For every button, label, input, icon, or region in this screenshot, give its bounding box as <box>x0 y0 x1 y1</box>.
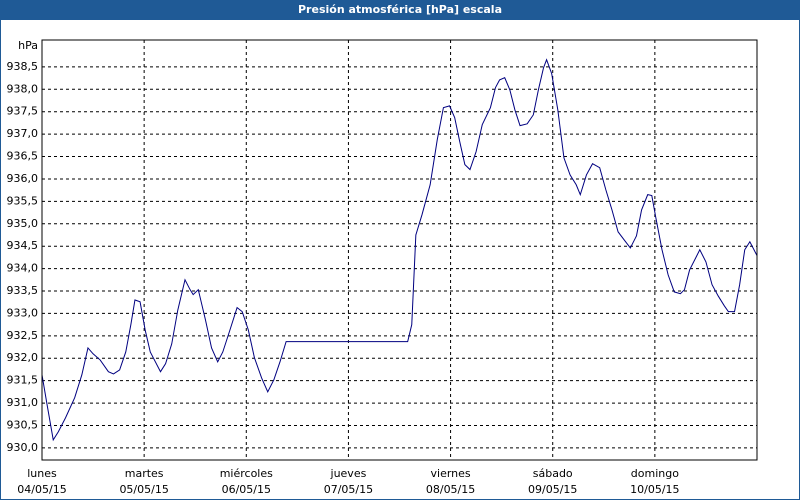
x-tick-date: 08/05/15 <box>426 483 475 496</box>
x-tick-label: sábado <box>533 467 573 480</box>
plot-frame <box>41 39 758 461</box>
x-tick-label: domingo <box>631 467 679 480</box>
x-tick-date: 04/05/15 <box>17 483 66 496</box>
title-bar <box>0 0 800 20</box>
x-tick-label: viernes <box>431 467 471 480</box>
y-tick-label: 930,5 <box>7 418 39 431</box>
y-tick-label: 934,0 <box>7 262 39 275</box>
y-tick-label: 931,5 <box>7 374 39 387</box>
y-tick-label: 937,5 <box>7 105 39 118</box>
y-tick-label: 935,0 <box>7 217 39 230</box>
x-tick-label: jueves <box>330 467 367 480</box>
y-tick-label: 933,0 <box>7 306 39 319</box>
y-tick-label: 937,0 <box>7 127 39 140</box>
y-tick-label: 932,0 <box>7 351 39 364</box>
line <box>41 58 758 442</box>
y-tick-label: 938,0 <box>7 82 39 95</box>
chart-title: Presión atmosférica [hPa] escala <box>298 3 502 16</box>
x-tick-label: miércoles <box>220 467 273 480</box>
x-tick-date: 10/05/15 <box>630 483 679 496</box>
y-tick-label: 933,5 <box>7 284 39 297</box>
x-tick-date: 09/05/15 <box>528 483 577 496</box>
y-tick-label: 932,5 <box>7 329 39 342</box>
y-tick-label: 931,0 <box>7 396 39 409</box>
y-tick-label: 938,5 <box>7 60 39 73</box>
y-tick-label: 934,5 <box>7 239 39 252</box>
x-tick-date: 05/05/15 <box>119 483 168 496</box>
x-tick-date: 06/05/15 <box>222 483 271 496</box>
y-tick-label: 935,5 <box>7 194 39 207</box>
x-tick-date: 07/05/15 <box>324 483 373 496</box>
y-tick-label: 936,5 <box>7 150 39 163</box>
x-tick-label: martes <box>125 467 164 480</box>
x-tick-label: lunes <box>27 467 57 480</box>
y-tick-label: 930,0 <box>7 441 39 454</box>
y-axis-label: hPa <box>18 39 38 52</box>
y-tick-label: 936,0 <box>7 172 39 185</box>
